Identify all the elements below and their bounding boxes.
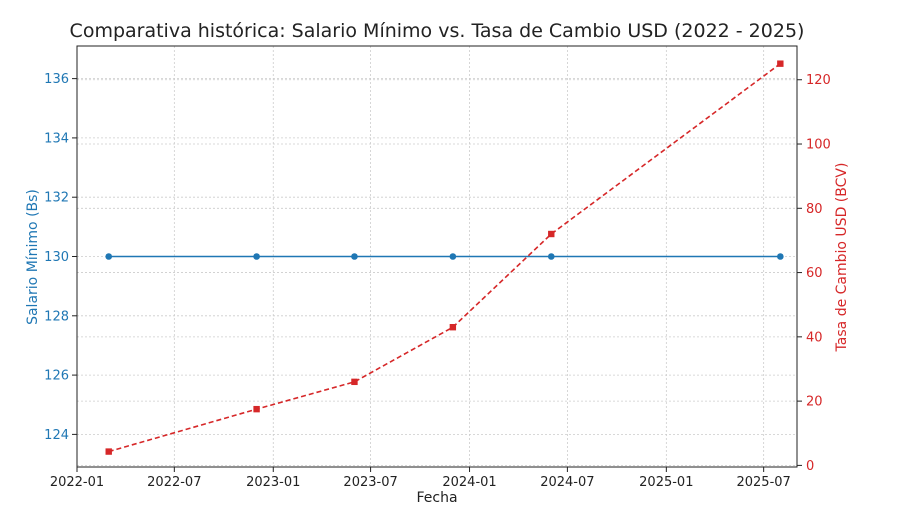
- series-layer: [105, 60, 784, 455]
- series-point-0: [449, 253, 457, 260]
- chart-title: Comparativa histórica: Salario Mínimo vs…: [70, 20, 805, 42]
- y-left-tick-label: 136: [44, 72, 69, 87]
- series-point-0: [777, 253, 784, 260]
- y-right-tick-label: 40: [806, 330, 823, 345]
- y-left-axis-label: Salario Mínimo (Bs): [25, 189, 41, 325]
- y-left-tick-label: 132: [44, 191, 69, 206]
- grid: [76, 46, 797, 467]
- series-point-0: [351, 253, 358, 260]
- y-right-tick-label: 60: [806, 266, 823, 281]
- series-point-1: [449, 324, 457, 331]
- series-point-1: [548, 230, 555, 238]
- series-point-1: [105, 448, 112, 455]
- series-point-1: [351, 378, 358, 386]
- axes: [72, 45, 802, 472]
- series-point-1: [777, 60, 784, 67]
- series-point-0: [547, 253, 555, 260]
- y-left-tick-label: 124: [44, 428, 69, 443]
- y-left-tick-label: 130: [44, 250, 69, 265]
- y-right-tick-label: 100: [806, 138, 831, 153]
- y-right-tick-label: 120: [806, 73, 831, 88]
- x-tick-label: 2023-07: [343, 475, 397, 490]
- y-left-tick-label: 128: [44, 309, 69, 324]
- x-axis-label: Fecha: [416, 490, 457, 506]
- x-tick-label: 2022-07: [147, 475, 201, 490]
- x-tick-label: 2022-01: [50, 475, 104, 490]
- plot-frame: [76, 45, 798, 468]
- series-point-1: [253, 405, 260, 413]
- y-right-tick-label: 0: [806, 459, 814, 474]
- y-left-tick-label: 126: [44, 369, 69, 384]
- x-tick-label: 2025-01: [639, 475, 693, 490]
- x-tick-label: 2024-07: [540, 475, 594, 490]
- tick-labels: 2022-01 2022-07 2023-01 2023-07 2024-01 2024-…: [44, 72, 831, 490]
- y-left-tick-label: 134: [44, 131, 69, 146]
- series-point-0: [105, 253, 113, 260]
- y-right-tick-label: 80: [806, 202, 823, 217]
- series-line-1: [108, 63, 781, 453]
- x-tick-label: 2023-01: [246, 475, 300, 490]
- x-tick-label: 2025-07: [736, 475, 790, 490]
- series-point-0: [253, 253, 260, 260]
- y-right-axis-label: Tasa de Cambio USD (BCV): [834, 163, 850, 353]
- y-right-tick-label: 20: [806, 395, 823, 410]
- x-tick-label: 2024-01: [442, 475, 496, 490]
